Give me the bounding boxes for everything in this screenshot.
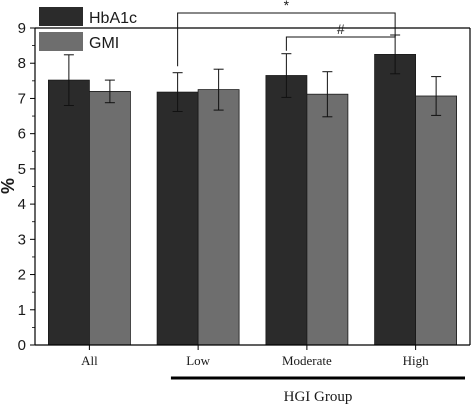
bar-gmi-all <box>89 91 131 346</box>
x-tick-label-moderate: Moderate <box>282 353 332 368</box>
bars-layer <box>48 54 458 346</box>
legend-label-hba1c: HbA1c <box>89 10 137 27</box>
bar-gmi-moderate <box>306 93 349 346</box>
bar-hba1c-all <box>48 79 90 346</box>
bar-gmi-high <box>415 95 458 346</box>
y-tick-label-1: 1 <box>18 302 26 319</box>
y-tick-label-6: 6 <box>18 126 26 143</box>
y-ticks-layer: 0 1 2 3 4 5 6 7 8 9 <box>18 20 35 354</box>
y-axis-label: % <box>0 178 18 194</box>
legend: HbA1c GMI <box>39 7 137 52</box>
y-tick-label-0: 0 <box>18 337 26 354</box>
y-tick-label-3: 3 <box>18 231 26 248</box>
legend-label-gmi: GMI <box>89 35 119 52</box>
legend-swatch-gmi <box>39 32 83 51</box>
y-tick-label-8: 8 <box>18 55 26 72</box>
significance-label-0: * <box>284 0 290 13</box>
y-tick-label-2: 2 <box>18 267 26 284</box>
bar-hba1c-moderate <box>265 75 308 346</box>
error-bars-layer <box>63 34 442 118</box>
y-tick-label-4: 4 <box>18 196 26 213</box>
y-tick-label-7: 7 <box>18 90 26 107</box>
legend-swatch-hba1c <box>39 7 83 26</box>
x-labels-layer: All Low Moderate High <box>81 345 429 368</box>
y-tick-label-9: 9 <box>18 20 26 37</box>
bar-gmi-low <box>197 89 240 346</box>
significance-label-1: # <box>337 21 345 37</box>
bar-hba1c-high <box>374 54 417 346</box>
x-tick-label-low: Low <box>186 353 210 368</box>
significance-layer: *# <box>177 0 396 67</box>
x-tick-label-all: All <box>81 353 98 368</box>
group-label: HGI Group <box>284 389 353 405</box>
significance-bracket-1 <box>285 32 396 51</box>
significance-bracket-0 <box>177 12 396 67</box>
y-tick-label-5: 5 <box>18 161 26 178</box>
bar-hba1c-low <box>156 91 199 346</box>
x-tick-label-high: High <box>403 353 430 368</box>
